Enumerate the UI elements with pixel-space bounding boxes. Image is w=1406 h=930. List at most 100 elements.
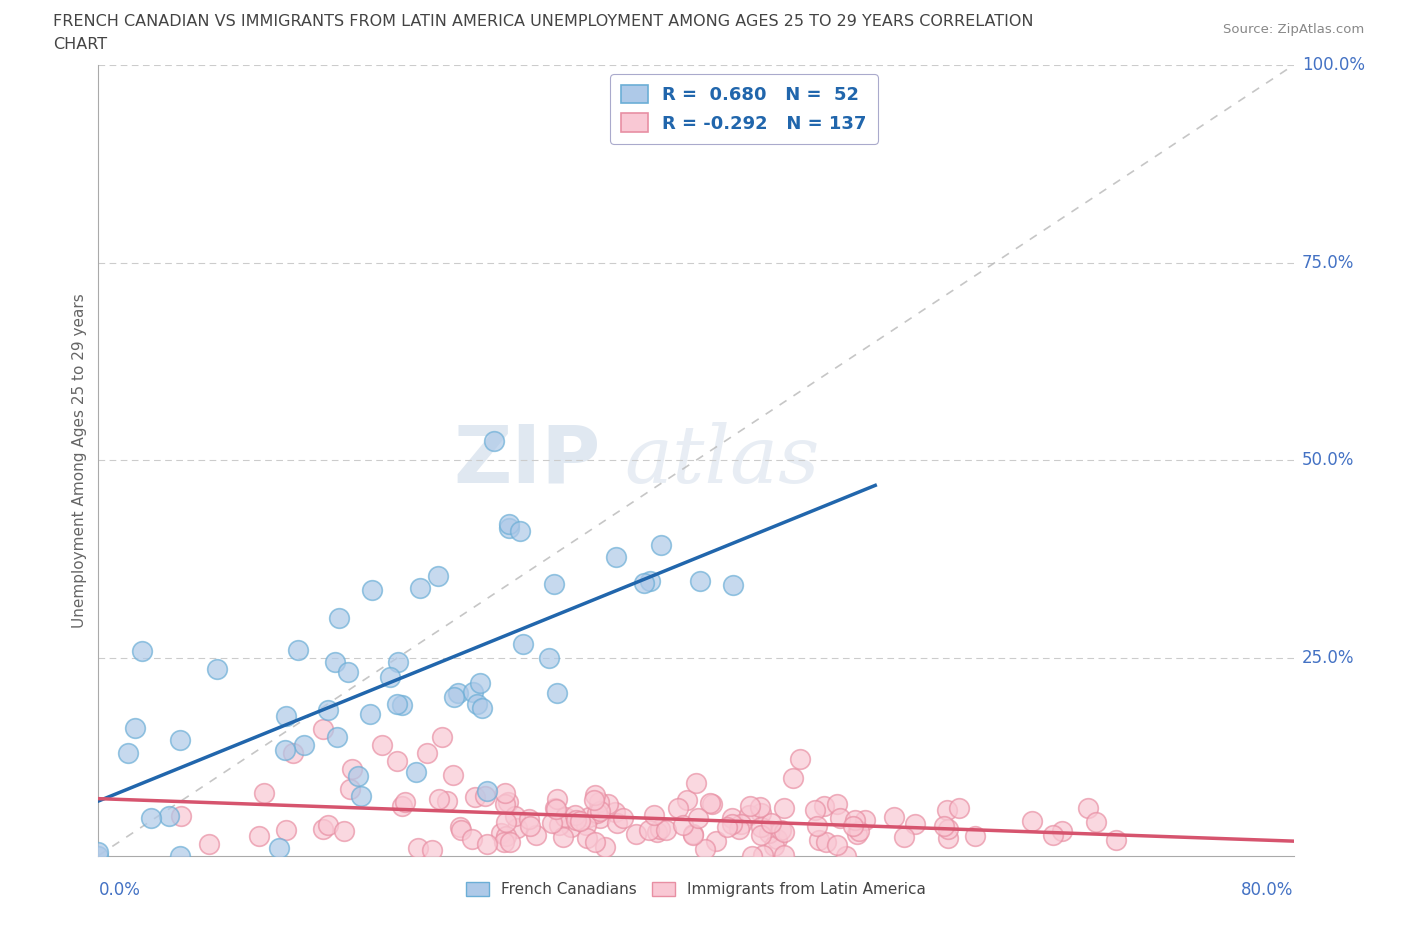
Point — [427, 568, 450, 583]
Point — [274, 742, 297, 757]
Point — [475, 784, 498, 799]
Point — [700, 796, 723, 811]
Point — [333, 824, 356, 839]
Point — [465, 697, 488, 711]
Point — [1105, 833, 1128, 848]
Point — [339, 781, 361, 796]
Point — [565, 812, 588, 827]
Point — [409, 580, 432, 595]
Text: Source: ZipAtlas.com: Source: ZipAtlas.com — [1223, 23, 1364, 36]
Point — [654, 823, 676, 838]
Point — [494, 835, 516, 850]
Point — [506, 821, 529, 836]
Point — [461, 831, 484, 846]
Point — [582, 792, 605, 807]
Point — [769, 823, 792, 838]
Point — [360, 583, 382, 598]
Point — [416, 746, 439, 761]
Point — [589, 804, 612, 818]
Point — [509, 525, 531, 539]
Point — [496, 794, 519, 809]
Point — [540, 816, 562, 830]
Legend: French Canadians, Immigrants from Latin America: French Canadians, Immigrants from Latin … — [460, 876, 932, 903]
Point — [538, 650, 561, 665]
Point — [276, 709, 298, 724]
Point — [342, 761, 364, 776]
Point — [524, 827, 547, 842]
Point — [325, 730, 347, 745]
Point — [169, 733, 191, 748]
Point — [766, 831, 789, 846]
Point — [484, 433, 506, 448]
Point — [666, 801, 689, 816]
Point — [904, 817, 927, 831]
Text: 100.0%: 100.0% — [1302, 56, 1365, 74]
Point — [312, 821, 335, 836]
Text: atlas: atlas — [624, 421, 820, 499]
Point — [772, 801, 794, 816]
Point — [650, 538, 672, 552]
Point — [848, 824, 870, 839]
Point — [87, 844, 110, 859]
Point — [394, 794, 416, 809]
Point — [1077, 800, 1099, 815]
Point — [544, 801, 567, 816]
Point — [650, 822, 672, 837]
Point — [247, 829, 270, 844]
Point — [844, 813, 866, 828]
Point — [825, 796, 848, 811]
Point — [450, 823, 472, 838]
Point — [841, 818, 863, 833]
Point — [499, 835, 522, 850]
Point — [391, 698, 413, 712]
Point — [498, 520, 520, 535]
Text: CHART: CHART — [53, 37, 107, 52]
Point — [447, 685, 470, 700]
Point — [728, 821, 751, 836]
Text: FRENCH CANADIAN VS IMMIGRANTS FROM LATIN AMERICA UNEMPLOYMENT AMONG AGES 25 TO 2: FRENCH CANADIAN VS IMMIGRANTS FROM LATIN… — [53, 14, 1033, 29]
Point — [965, 829, 987, 844]
Point — [564, 807, 586, 822]
Point — [721, 817, 744, 831]
Point — [606, 816, 628, 830]
Point — [815, 835, 838, 850]
Point — [688, 811, 710, 826]
Point — [846, 826, 869, 841]
Point — [371, 737, 394, 752]
Point — [576, 830, 599, 845]
Point — [948, 801, 970, 816]
Point — [782, 771, 804, 786]
Point — [281, 746, 304, 761]
Point — [385, 753, 409, 768]
Point — [436, 793, 458, 808]
Point — [704, 834, 727, 849]
Point — [730, 817, 752, 831]
Point — [207, 661, 229, 676]
Point — [721, 810, 744, 825]
Point — [807, 832, 830, 847]
Point — [806, 818, 828, 833]
Point — [624, 826, 647, 841]
Point — [495, 829, 517, 844]
Point — [1021, 814, 1043, 829]
Text: 50.0%: 50.0% — [1302, 451, 1354, 470]
Point — [197, 836, 219, 851]
Point — [544, 802, 567, 817]
Point — [117, 746, 139, 761]
Point — [789, 752, 811, 767]
Point — [380, 670, 402, 684]
Text: ZIP: ZIP — [453, 421, 600, 499]
Point — [752, 848, 775, 863]
Point — [1084, 815, 1107, 830]
Point — [773, 847, 796, 862]
Y-axis label: Unemployment Among Ages 25 to 29 years: Unemployment Among Ages 25 to 29 years — [72, 293, 87, 628]
Point — [157, 808, 180, 823]
Point — [519, 819, 541, 834]
Point — [169, 848, 191, 863]
Point — [477, 837, 499, 852]
Point — [420, 843, 443, 857]
Point — [585, 805, 607, 820]
Point — [749, 799, 772, 814]
Point — [693, 842, 716, 857]
Point — [689, 574, 711, 589]
